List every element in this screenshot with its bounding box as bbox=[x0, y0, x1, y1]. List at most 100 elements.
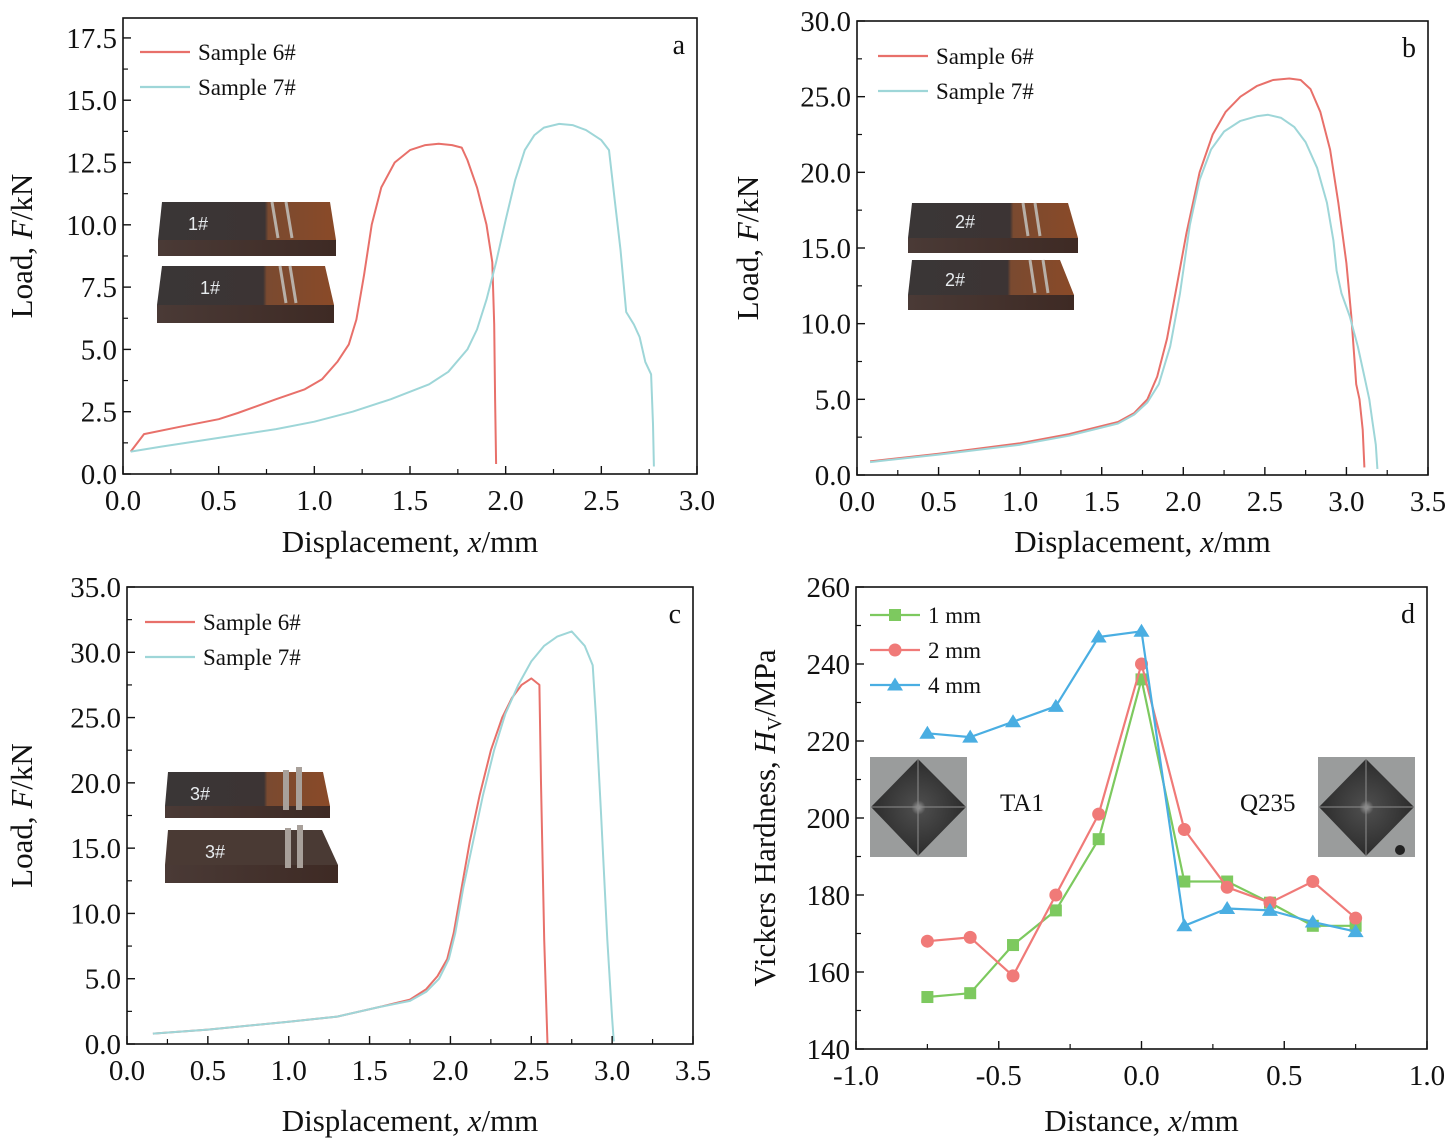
y-tick-label: 30.0 bbox=[800, 6, 851, 38]
y-tick-label: 220 bbox=[807, 726, 851, 758]
data-point-square bbox=[1049, 904, 1062, 917]
specimen-label: 3# bbox=[205, 842, 225, 862]
legend-label: Sample 6# bbox=[936, 44, 1034, 69]
annotation-q235: Q235 bbox=[1240, 790, 1296, 817]
y-tick-label: 12.5 bbox=[66, 148, 117, 180]
ta1-indent-image bbox=[870, 757, 967, 857]
data-point-square bbox=[1007, 939, 1020, 952]
panel-c-inset: 3# 3# bbox=[165, 767, 338, 883]
x-axis-title: Displacement, x/mm bbox=[282, 1103, 539, 1138]
legend-marker-square bbox=[889, 609, 901, 621]
y-tick-label: 30.0 bbox=[70, 637, 121, 669]
y-tick-label: 15.0 bbox=[70, 833, 121, 865]
annotation-ta1: TA1 bbox=[1000, 790, 1044, 817]
legend-marker-triangle bbox=[887, 677, 903, 691]
panel-c-chart: 3# 3# 0.0 0.5 1.0 1.5 2.0 2.5 3.0 3.5 0.0 5.0 10.0… bbox=[4, 572, 711, 1138]
data-point-circle bbox=[1177, 823, 1191, 837]
x-tick-label: -0.5 bbox=[976, 1060, 1022, 1092]
legend-item: Sample 6# bbox=[140, 40, 296, 65]
y-tick-label: 5.0 bbox=[85, 964, 121, 996]
legend-marker-circle bbox=[888, 643, 902, 657]
specimen-photo-top: 1# bbox=[158, 201, 336, 256]
data-point-circle bbox=[963, 930, 977, 944]
data-point-circle bbox=[1220, 880, 1234, 894]
specimen-label: 2# bbox=[945, 270, 965, 290]
data-point-circle bbox=[1306, 875, 1320, 889]
x-tick-label: 0.5 bbox=[190, 1055, 226, 1087]
y-tick-label: 0.0 bbox=[815, 460, 851, 492]
panel-a-inset: 1# 1# bbox=[157, 201, 336, 323]
data-point-circle bbox=[1049, 888, 1063, 902]
x-tick-label: 1.0 bbox=[1002, 486, 1038, 518]
x-tick-label: 3.5 bbox=[1410, 486, 1446, 518]
y-tick-label: 10.0 bbox=[70, 898, 121, 930]
y-tick-label: 0.0 bbox=[85, 1029, 121, 1061]
y-tick-label: 0.0 bbox=[81, 459, 117, 491]
x-tick-label: 1.0 bbox=[1409, 1060, 1445, 1092]
y-tick-label: 15.0 bbox=[66, 85, 117, 117]
x-tick-label: 0.0 bbox=[109, 1055, 145, 1087]
legend-item: 1 mm bbox=[870, 603, 981, 628]
legend-label: Sample 7# bbox=[198, 75, 296, 100]
legend-label: Sample 7# bbox=[203, 645, 301, 670]
legend-label: Sample 6# bbox=[198, 40, 296, 65]
series-line-1-mm bbox=[927, 678, 1356, 999]
x-tick-label: -1.0 bbox=[833, 1060, 879, 1092]
x-tick-label: 1.5 bbox=[392, 485, 428, 517]
data-point-circle bbox=[1263, 896, 1277, 910]
y-tick-label: 25.0 bbox=[800, 82, 851, 114]
x-axis-title: Displacement, x/mm bbox=[1014, 524, 1271, 559]
legend-label: 4 mm bbox=[928, 673, 981, 698]
specimen-photo-bottom: 1# bbox=[157, 265, 334, 323]
x-axis-title: Displacement, x/mm bbox=[282, 524, 539, 559]
data-point-triangle bbox=[1090, 629, 1107, 643]
legend-item: 2 mm bbox=[870, 638, 981, 663]
legend-label: 2 mm bbox=[928, 638, 981, 663]
y-tick-label: 240 bbox=[807, 649, 851, 681]
data-point-triangle bbox=[1347, 924, 1364, 938]
panel-b-chart: 2# 2# 0.0 0.5 1.0 1.5 2.0 2.5 3.0 3.5 0.0 5.0 10.0… bbox=[730, 6, 1446, 559]
x-tick-label: 0.0 bbox=[839, 486, 875, 518]
legend-item: 4 mm bbox=[870, 673, 981, 698]
x-tick-label: 3.0 bbox=[594, 1055, 630, 1087]
y-tick-label: 140 bbox=[807, 1034, 851, 1066]
data-point-triangle bbox=[1219, 900, 1236, 914]
y-tick-label: 15.0 bbox=[800, 233, 851, 265]
legend-item: Sample 7# bbox=[878, 79, 1034, 104]
panel-label: c bbox=[669, 599, 681, 630]
specimen-label: 3# bbox=[190, 784, 210, 804]
data-point-square bbox=[1092, 833, 1105, 846]
legend-item: Sample 6# bbox=[145, 610, 301, 635]
data-point-triangle bbox=[1261, 902, 1278, 916]
data-point-triangle bbox=[1176, 918, 1193, 932]
legend-label: Sample 6# bbox=[203, 610, 301, 635]
x-tick-label: 2.5 bbox=[1247, 486, 1283, 518]
specimen-photo-top: 3# bbox=[165, 767, 330, 818]
x-axis-title: Distance, x/mm bbox=[1044, 1103, 1239, 1138]
y-axis-title: Load, F/kN bbox=[730, 176, 765, 321]
specimen-photo-top: 2# bbox=[908, 202, 1078, 253]
x-tick-label: 2.0 bbox=[1165, 486, 1201, 518]
y-tick-label: 10.0 bbox=[800, 309, 851, 341]
x-tick-label: 0.0 bbox=[105, 485, 141, 517]
x-tick-label: 0.5 bbox=[920, 486, 956, 518]
panel-label: a bbox=[673, 30, 686, 61]
x-tick-label: 0.0 bbox=[1123, 1060, 1159, 1092]
x-tick-label: 0.5 bbox=[1266, 1060, 1302, 1092]
y-axis-title: Load, F/kN bbox=[4, 743, 39, 888]
specimen-label: 2# bbox=[955, 212, 975, 232]
y-tick-label: 5.0 bbox=[815, 384, 851, 416]
series-line-sample-7- bbox=[130, 122, 655, 467]
legend-label: Sample 7# bbox=[936, 79, 1034, 104]
y-tick-label: 7.5 bbox=[81, 272, 117, 304]
x-tick-label: 2.0 bbox=[488, 485, 524, 517]
panel-b-inset: 2# 2# bbox=[908, 202, 1078, 310]
legend-item: Sample 7# bbox=[145, 645, 301, 670]
panel-d-chart: TA1 Q235 -1.0 -0.5 0.0 0.5 1.0 140 160 180 200 22… bbox=[747, 572, 1445, 1138]
y-tick-label: 200 bbox=[807, 803, 851, 835]
data-point-circle bbox=[1349, 911, 1363, 925]
x-tick-label: 3.0 bbox=[1328, 486, 1364, 518]
series-line-2-mm bbox=[927, 662, 1357, 978]
q235-indent-image bbox=[1318, 757, 1415, 857]
